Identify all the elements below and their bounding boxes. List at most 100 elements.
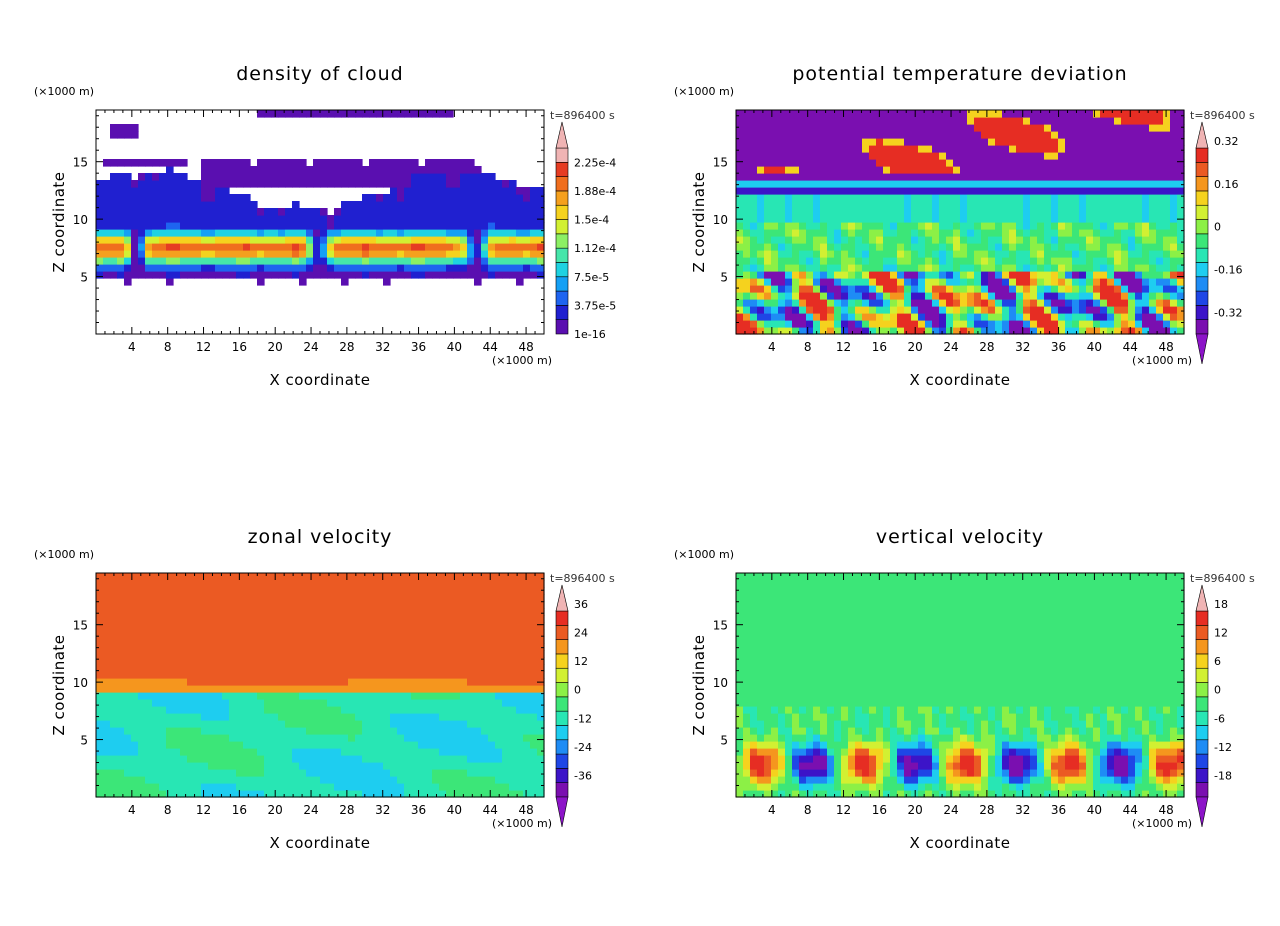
heatmap-cell — [481, 187, 489, 195]
heatmap-cell — [306, 180, 314, 188]
heatmap-cell — [460, 166, 468, 174]
heatmap-cell — [988, 271, 996, 279]
heatmap-cell — [180, 685, 188, 693]
heatmap-cell — [124, 194, 132, 202]
heatmap-cell — [995, 320, 1003, 328]
heatmap-cell — [750, 215, 758, 223]
heatmap-cell — [348, 629, 356, 637]
heatmap-cell — [110, 699, 118, 707]
heatmap-cell — [771, 180, 779, 188]
heatmap-cell — [166, 180, 174, 188]
heatmap-cell — [1093, 313, 1101, 321]
heatmap-cell — [236, 762, 244, 770]
heatmap-cell — [362, 622, 370, 630]
heatmap-cell — [110, 734, 118, 742]
heatmap-cell — [390, 734, 398, 742]
heatmap-cell — [173, 187, 181, 195]
heatmap-cell — [201, 727, 209, 735]
heatmap-cell — [925, 138, 933, 146]
heatmap-cell — [537, 229, 545, 237]
heatmap-cell — [1002, 222, 1010, 230]
heatmap-cell — [988, 117, 996, 125]
heatmap-cell — [208, 580, 216, 588]
heatmap-cell — [537, 208, 545, 216]
heatmap-cell — [1149, 278, 1157, 286]
heatmap-cell — [967, 194, 975, 202]
heatmap-cell — [285, 580, 293, 588]
heatmap-cell — [911, 152, 919, 160]
heatmap-cell — [313, 713, 321, 721]
heatmap-cell — [362, 755, 370, 763]
heatmap-cell — [117, 131, 125, 139]
heatmap-cell — [537, 236, 545, 244]
heatmap-cell — [341, 236, 349, 244]
heatmap-cell — [820, 236, 828, 244]
heatmap-cell — [138, 727, 146, 735]
heatmap-cell — [306, 706, 314, 714]
heatmap-cell — [271, 215, 279, 223]
heatmap-cell — [1156, 131, 1164, 139]
heatmap-cell — [138, 643, 146, 651]
heatmap-cell — [785, 257, 793, 265]
heatmap-cell — [180, 622, 188, 630]
heatmap-cell — [285, 720, 293, 728]
heatmap-cell — [1128, 180, 1136, 188]
heatmap-cell — [799, 187, 807, 195]
heatmap-cell — [981, 159, 989, 167]
heatmap-cell — [124, 727, 132, 735]
heatmap-cell — [187, 250, 195, 258]
heatmap-cell — [911, 229, 919, 237]
heatmap-cell — [1107, 257, 1115, 265]
heatmap-cell — [425, 664, 433, 672]
heatmap-cell — [764, 271, 772, 279]
heatmap-cell — [1086, 145, 1094, 153]
heatmap-cell — [222, 208, 230, 216]
heatmap-cell — [208, 608, 216, 616]
heatmap-cell — [1170, 124, 1178, 132]
heatmap-cell — [974, 138, 982, 146]
heatmap-cell — [341, 762, 349, 770]
heatmap-cell — [960, 320, 968, 328]
heatmap-cell — [250, 720, 258, 728]
heatmap-cell — [131, 776, 139, 784]
heatmap-cell — [166, 783, 174, 791]
heatmap-cell — [1079, 222, 1087, 230]
heatmap-cell — [306, 741, 314, 749]
heatmap-cell — [145, 180, 153, 188]
heatmap-cell — [1058, 173, 1066, 181]
heatmap-cell — [299, 580, 307, 588]
heatmap-cell — [243, 215, 251, 223]
heatmap-cell — [736, 306, 744, 314]
heatmap-cell — [383, 762, 391, 770]
heatmap-cell — [869, 320, 877, 328]
heatmap-cell — [764, 327, 772, 335]
heatmap-cell — [1142, 236, 1150, 244]
heatmap-cell — [229, 264, 237, 272]
heatmap-cell — [425, 208, 433, 216]
heatmap-cell — [173, 615, 181, 623]
heatmap-cell — [383, 727, 391, 735]
heatmap-cell — [883, 208, 891, 216]
heatmap-cell — [425, 608, 433, 616]
heatmap-cell — [1170, 145, 1178, 153]
heatmap-cell — [390, 790, 398, 798]
heatmap-cell — [383, 257, 391, 265]
heatmap-cell — [271, 243, 279, 251]
heatmap-cell — [369, 678, 377, 686]
heatmap-cell — [341, 657, 349, 665]
heatmap-cell — [1002, 313, 1010, 321]
heatmap-cell — [229, 657, 237, 665]
heatmap-cell — [995, 229, 1003, 237]
heatmap-cell — [897, 222, 905, 230]
heatmap-cell — [411, 629, 419, 637]
heatmap-cell — [229, 629, 237, 637]
colorbar-label: 7.5e-5 — [574, 271, 609, 284]
heatmap-cell — [187, 629, 195, 637]
heatmap-cell — [250, 201, 258, 209]
heatmap-cell — [390, 201, 398, 209]
heatmap-cell — [292, 622, 300, 630]
heatmap-cell — [264, 180, 272, 188]
heatmap-cell — [1002, 131, 1010, 139]
heatmap-cell — [180, 636, 188, 644]
heatmap-cell — [764, 306, 772, 314]
